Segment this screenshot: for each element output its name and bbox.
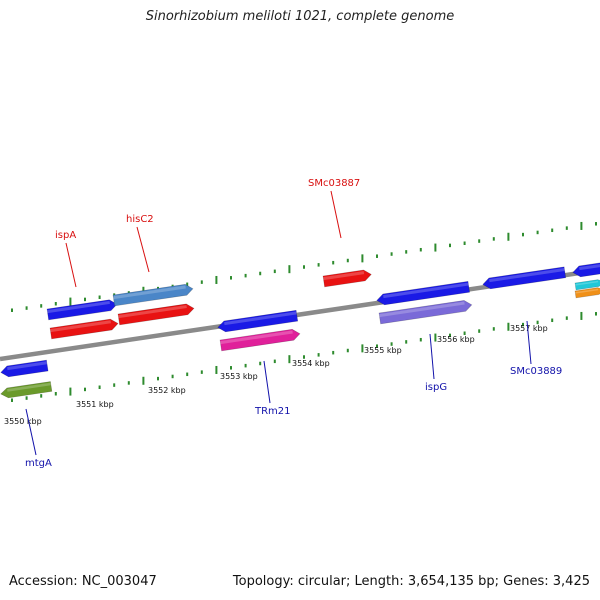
gene-red-2-arrow [117, 303, 195, 326]
gene-mtgA-label: mtgA [25, 458, 52, 469]
gene-TRm21-label: TRm21 [254, 406, 291, 417]
gene-ispA-label: ispA [55, 230, 76, 241]
gene-SMc03889-label: SMc03889 [510, 366, 562, 377]
gene-mtgA-arrow [0, 381, 53, 399]
gene-SMc03889-leader [526, 320, 532, 365]
gene-left-blue-arrow [0, 359, 49, 378]
gene-ispA-arrow-highlight [47, 300, 110, 314]
gene-SMc03889-arrow-highlight [489, 268, 565, 283]
gene-SMc03889-arrow [482, 266, 567, 290]
gene-ispA-arrow [46, 299, 118, 321]
tick-label: 3550 kbp [4, 417, 42, 426]
gene-mtgA-arrow-highlight [7, 382, 52, 392]
gene-mtgA-leader [25, 408, 37, 456]
gene-hisC2-arrow [112, 284, 194, 307]
gene-ispG-arrow [378, 300, 473, 325]
gene-TRm21-arrow-highlight [220, 330, 293, 345]
gene-ispG-leader [429, 333, 435, 380]
gene-TRm21-leader [263, 360, 271, 404]
gene-SMc03887-arrow [322, 269, 372, 288]
gene-TRm21-blue-arrow [217, 309, 299, 333]
gene-hisC2-leader [136, 226, 150, 273]
accession-label: Accession: NC_003047 [9, 574, 157, 589]
gene-TRm21-blue-arrow-highlight [224, 311, 297, 326]
gene-right-cyan-arrow [574, 279, 600, 291]
gene-TRm21-arrow [219, 329, 301, 352]
tick-label: 3553 kbp [220, 372, 258, 381]
gene-red-2-arrow-highlight [118, 305, 187, 319]
tick-label: 3554 kbp [292, 359, 330, 368]
gene-hisC2-arrow-highlight [113, 285, 186, 300]
gene-SMc03887-label: SMc03887 [308, 178, 360, 189]
tick-label: 3552 kbp [148, 386, 186, 395]
gene-ispG-label: ispG [425, 382, 447, 393]
genome-summary: Topology: circular; Length: 3,654,135 bp… [232, 574, 590, 589]
gene-ispG-blue-arrow [376, 281, 470, 306]
tick-label: 3557 kbp [510, 324, 548, 333]
gene-ispG-blue-arrow-highlight [383, 282, 469, 299]
gene-right-blue-arrow [572, 262, 600, 278]
map-title: Sinorhizobium meliloti 1021, complete ge… [145, 9, 455, 24]
gene-right-orange-arrow [574, 287, 600, 299]
gene-red-1-arrow-highlight [50, 320, 111, 333]
tick-label: 3555 kbp [364, 346, 402, 355]
gene-right-orange-arrow-highlight [575, 288, 599, 294]
tick-label: 3556 kbp [437, 335, 475, 344]
gene-ispA-leader [65, 242, 77, 288]
gene-SMc03887-arrow-highlight [323, 271, 365, 281]
gene-right-blue-arrow-highlight [579, 264, 600, 271]
gene-right-cyan-arrow-highlight [575, 280, 599, 286]
gene-SMc03887-leader [330, 190, 342, 239]
gene-left-blue-arrow-highlight [7, 361, 48, 371]
tick-label: 3551 kbp [76, 400, 114, 409]
gene-hisC2-label: hisC2 [126, 214, 154, 225]
gene-red-1-arrow [49, 318, 119, 340]
gene-ispG-arrow-highlight [379, 301, 465, 318]
